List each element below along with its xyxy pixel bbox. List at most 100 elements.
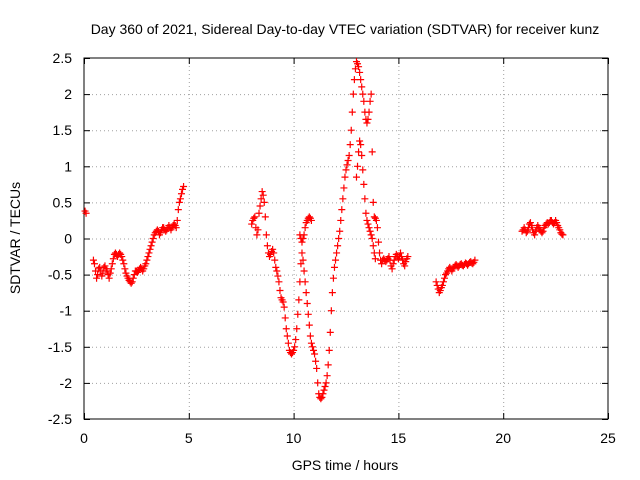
data-point	[327, 307, 335, 315]
data-point	[127, 279, 135, 287]
data-point	[359, 166, 367, 174]
data-point	[176, 195, 184, 203]
x-axis-label: GPS time / hours	[292, 457, 399, 473]
data-point	[180, 183, 188, 191]
data-point	[172, 224, 180, 232]
data-point	[143, 256, 151, 264]
data-point	[368, 148, 376, 156]
data-point	[323, 372, 331, 380]
data-point	[273, 267, 281, 275]
data-point	[531, 231, 539, 239]
data-point	[314, 379, 322, 387]
data-point	[300, 267, 308, 275]
data-point	[367, 231, 375, 239]
data-point	[253, 231, 261, 239]
data-point	[441, 274, 449, 282]
data-point	[326, 328, 334, 336]
y-tick-label: -0.5	[48, 267, 72, 283]
x-tick-label: 5	[185, 430, 193, 446]
y-tick-label: 1	[64, 158, 72, 174]
data-point	[250, 214, 258, 222]
data-point	[361, 195, 369, 203]
data-point	[305, 321, 313, 329]
data-point	[356, 137, 364, 145]
data-point	[298, 249, 306, 257]
data-point	[365, 108, 373, 116]
data-point	[248, 220, 256, 228]
data-point	[329, 274, 337, 282]
data-point	[299, 235, 307, 242]
data-point	[283, 332, 291, 340]
data-point	[305, 213, 313, 221]
data-point	[162, 227, 170, 235]
data-point	[129, 274, 137, 282]
data-point	[269, 245, 277, 253]
data-point	[372, 216, 380, 224]
data-point	[355, 148, 363, 156]
data-point	[310, 346, 318, 354]
data-point	[362, 209, 370, 217]
data-point	[293, 325, 301, 333]
data-point	[177, 190, 185, 198]
data-point	[538, 229, 546, 237]
data-point	[364, 115, 372, 123]
data-point	[559, 231, 567, 239]
data-point	[330, 263, 338, 271]
data-point	[337, 216, 345, 224]
y-tick-label: 0.5	[53, 194, 73, 210]
data-point	[256, 202, 264, 210]
data-point	[307, 339, 315, 347]
data-point	[255, 209, 263, 217]
data-point	[307, 216, 315, 224]
data-point	[369, 198, 377, 206]
data-point	[442, 271, 450, 279]
data-point	[318, 393, 326, 401]
y-tick-label: -1	[60, 303, 73, 319]
data-point	[271, 256, 279, 264]
data-point	[401, 262, 409, 270]
data-point	[358, 151, 366, 159]
data-point	[396, 249, 404, 257]
data-point	[385, 253, 393, 261]
data-point	[322, 379, 330, 387]
data-point	[148, 238, 156, 246]
data-point	[147, 242, 155, 250]
data-point	[349, 90, 357, 98]
data-point	[317, 395, 325, 403]
data-point	[366, 227, 374, 235]
data-point	[438, 281, 446, 289]
data-point	[390, 256, 398, 264]
data-points	[81, 58, 567, 403]
data-point	[388, 265, 396, 273]
data-point	[347, 126, 355, 134]
data-point	[146, 245, 154, 253]
data-point	[320, 386, 328, 394]
data-point	[311, 350, 319, 358]
data-point	[354, 162, 362, 170]
data-point	[345, 151, 353, 159]
data-point	[319, 390, 327, 398]
data-point	[260, 198, 268, 206]
grid-lines	[84, 58, 608, 419]
data-point	[254, 226, 262, 234]
axis-ticks	[84, 58, 609, 420]
data-point	[471, 256, 479, 264]
data-point	[142, 260, 150, 268]
data-point	[105, 274, 113, 282]
data-point	[106, 269, 114, 277]
data-point	[359, 90, 367, 98]
data-point	[291, 343, 299, 351]
data-point	[257, 195, 265, 203]
data-point	[325, 346, 333, 354]
data-point	[261, 213, 269, 221]
data-point	[360, 97, 368, 105]
data-point	[120, 260, 128, 268]
data-point	[312, 357, 320, 365]
data-point	[522, 229, 530, 237]
x-tick-label: 10	[286, 430, 302, 446]
data-point	[367, 90, 375, 98]
data-point	[93, 274, 101, 282]
data-point	[341, 173, 349, 181]
data-point	[304, 310, 312, 318]
data-point	[119, 256, 127, 264]
